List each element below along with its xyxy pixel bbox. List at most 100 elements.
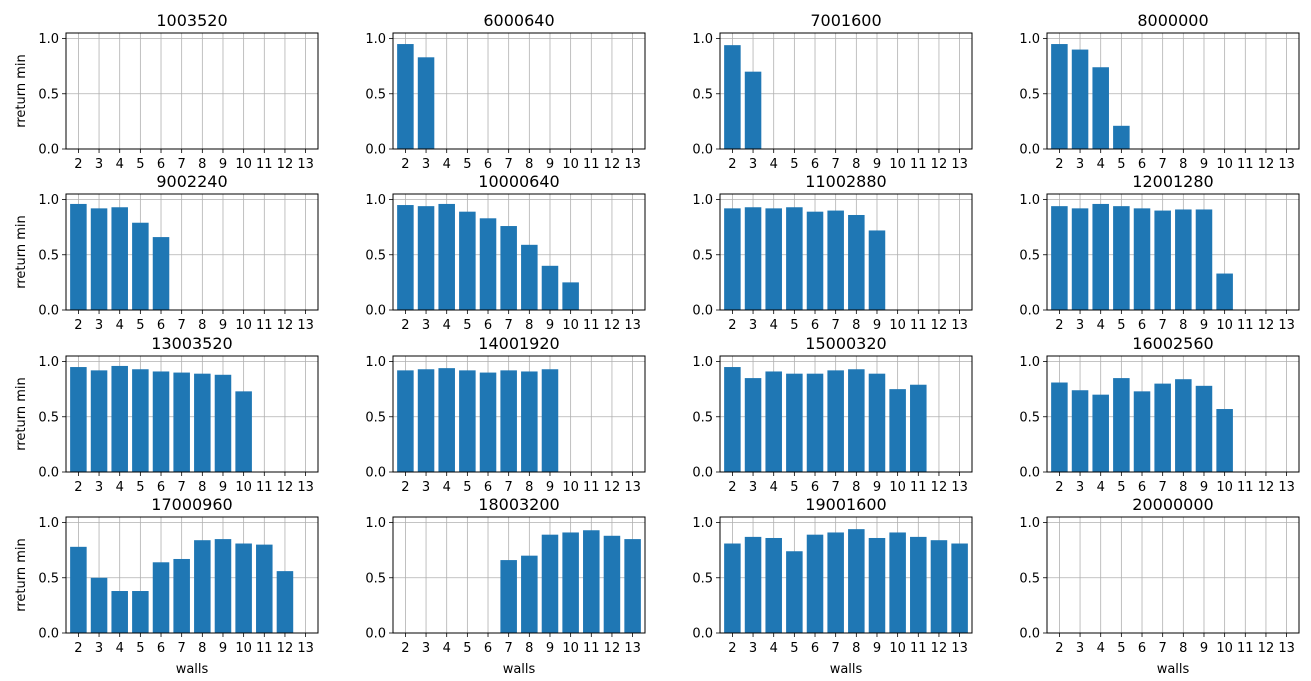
y-axis-label: rreturn min <box>14 538 29 612</box>
x-tick-label: 4 <box>770 480 778 495</box>
x-tick-label: 7 <box>178 157 186 172</box>
subplot-8000000: 2 3 4 5 6 7 8 9 10 11 12 13 0.0 0.5 1.0 8000000 <box>1019 11 1300 172</box>
x-tick-label: 10 <box>562 318 579 333</box>
x-tick-label: 9 <box>546 157 554 172</box>
bar-4 <box>111 591 128 633</box>
bar-2 <box>724 543 741 633</box>
x-tick-label: 3 <box>95 157 103 172</box>
bar-2 <box>1051 206 1068 310</box>
subplot-20000000: 2 3 4 5 6 7 8 9 10 11 12 13 0.0 0.5 1.0 20000000 walls <box>1019 495 1300 677</box>
x-tick-label: 11 <box>910 318 927 333</box>
x-tick-label: 3 <box>1076 480 1084 495</box>
subplot-title: 1003520 <box>156 11 227 30</box>
y-tick-label: 0.0 <box>692 143 713 158</box>
x-tick-label: 6 <box>811 318 819 333</box>
x-tick-label: 4 <box>116 157 124 172</box>
x-tick-label: 8 <box>852 318 860 333</box>
x-tick-label: 5 <box>1117 480 1125 495</box>
y-tick-label: 0.5 <box>1019 410 1040 425</box>
bar-8 <box>521 244 538 310</box>
y-tick-label: 0.5 <box>365 248 386 263</box>
bar-4 <box>765 208 782 310</box>
x-tick-label: 3 <box>422 157 430 172</box>
x-tick-label: 8 <box>1179 480 1187 495</box>
subplot-11002880: 2 3 4 5 6 7 8 9 10 11 12 13 0.0 0.5 1.0 11002880 <box>692 172 973 333</box>
x-tick-label: 10 <box>235 318 252 333</box>
y-tick-label: 0.5 <box>38 410 59 425</box>
x-tick-label: 12 <box>1258 641 1275 656</box>
x-tick-label: 9 <box>1200 480 1208 495</box>
x-tick-label: 8 <box>1179 641 1187 656</box>
x-tick-label: 2 <box>401 157 409 172</box>
x-tick-label: 6 <box>157 480 165 495</box>
y-tick-label: 0.0 <box>38 143 59 158</box>
y-tick-label: 1.0 <box>1019 355 1040 370</box>
bar-6 <box>152 562 170 633</box>
x-tick-label: 6 <box>157 318 165 333</box>
y-axis-label: rreturn min <box>14 54 29 128</box>
bar-5 <box>786 551 803 633</box>
bar-9 <box>1195 209 1213 310</box>
bar-8 <box>848 214 865 310</box>
bar-2 <box>397 205 414 310</box>
x-tick-label: 12 <box>931 641 948 656</box>
x-tick-label: 13 <box>297 318 314 333</box>
x-tick-label: 12 <box>604 641 621 656</box>
x-tick-label: 12 <box>931 480 948 495</box>
x-tick-label: 10 <box>235 157 252 172</box>
y-tick-label: 0.0 <box>38 466 59 481</box>
x-tick-label: 13 <box>624 318 641 333</box>
x-tick-label: 11 <box>256 641 273 656</box>
x-tick-label: 13 <box>297 480 314 495</box>
bar-5 <box>132 369 149 472</box>
x-tick-label: 10 <box>235 480 252 495</box>
axes-frame <box>719 516 973 634</box>
axes-frame <box>1046 516 1300 634</box>
x-tick-label: 5 <box>136 480 144 495</box>
bar-5 <box>1113 206 1130 310</box>
bar-10 <box>562 532 579 633</box>
y-tick-label: 1.0 <box>1019 32 1040 47</box>
bar-3 <box>417 206 435 310</box>
bar-8 <box>194 373 211 472</box>
x-tick-label: 9 <box>873 157 881 172</box>
bar-3 <box>744 378 762 472</box>
bar-2 <box>1051 44 1068 149</box>
bar-10 <box>235 391 252 472</box>
bar-3 <box>90 370 108 472</box>
x-tick-label: 2 <box>401 480 409 495</box>
bar-9 <box>214 374 232 472</box>
x-tick-label: 4 <box>443 157 451 172</box>
y-tick-label: 0.0 <box>1019 143 1040 158</box>
x-tick-label: 12 <box>1258 318 1275 333</box>
x-axis-label: walls <box>830 662 863 677</box>
bar-4 <box>765 371 782 472</box>
x-tick-label: 7 <box>1159 641 1167 656</box>
x-tick-label: 13 <box>297 641 314 656</box>
axes-frame <box>719 193 973 311</box>
bar-3 <box>1071 390 1089 472</box>
x-tick-label: 6 <box>157 641 165 656</box>
bar-12 <box>603 535 621 633</box>
x-tick-label: 13 <box>1278 480 1295 495</box>
x-tick-label: 12 <box>931 157 948 172</box>
subplot-12001280: 2 3 4 5 6 7 8 9 10 11 12 13 0.0 0.5 1.0 12001280 <box>1019 172 1300 333</box>
axes-frame <box>65 32 319 150</box>
x-tick-label: 8 <box>198 480 206 495</box>
x-tick-label: 13 <box>951 318 968 333</box>
x-tick-label: 8 <box>198 157 206 172</box>
y-tick-label: 0.0 <box>365 627 386 642</box>
bar-10 <box>562 282 579 310</box>
x-tick-label: 11 <box>256 157 273 172</box>
bar-2 <box>724 208 741 310</box>
y-tick-label: 1.0 <box>38 32 59 47</box>
x-tick-label: 13 <box>951 641 968 656</box>
x-tick-label: 13 <box>624 480 641 495</box>
x-tick-label: 4 <box>770 318 778 333</box>
bar-5 <box>459 211 476 310</box>
x-tick-label: 5 <box>136 318 144 333</box>
bar-10 <box>1216 409 1233 472</box>
bar-10 <box>1216 273 1233 310</box>
x-tick-label: 8 <box>525 157 533 172</box>
x-tick-label: 8 <box>198 318 206 333</box>
